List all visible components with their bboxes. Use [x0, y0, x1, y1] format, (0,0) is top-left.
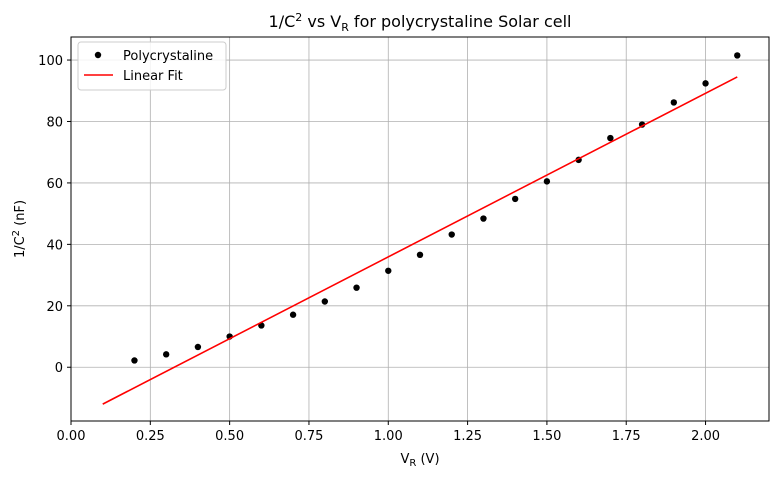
data-point [194, 343, 202, 351]
legend: Polycrystaline Linear Fit [77, 41, 227, 91]
y-tick-label: 40 [46, 238, 63, 253]
series-layer [102, 52, 741, 405]
data-point [289, 311, 297, 318]
legend-label-polycrystaline: Polycrystaline [123, 49, 213, 64]
x-axis-label: VR (V) [400, 452, 439, 469]
x-tick-label: 1.75 [612, 429, 641, 444]
y-tick-label: 80 [46, 115, 63, 130]
y-tick-label: 20 [46, 300, 63, 315]
y-tick-label: 60 [46, 177, 63, 192]
x-tick-label: 0.00 [57, 429, 86, 444]
y-tick-label: 0 [55, 361, 63, 376]
linear-fit-line [102, 76, 738, 405]
data-point [416, 251, 424, 259]
x-tick-label: 0.25 [136, 429, 165, 444]
legend-box [77, 41, 227, 91]
y-tick-label: 100 [38, 54, 63, 69]
data-point [702, 80, 709, 87]
x-tick-label: 1.00 [374, 429, 403, 444]
x-tick-label: 2.00 [691, 429, 720, 444]
data-point [353, 284, 360, 291]
plot-frame [70, 36, 770, 422]
data-point [321, 298, 329, 305]
data-point [131, 357, 138, 364]
ticks: 0.00 0.25 0.50 0.75 1.00 1.25 1.50 1.75 2.00 0 20 4… [38, 54, 720, 444]
data-point [607, 134, 614, 142]
legend-marker-polycrystaline [94, 51, 102, 59]
x-tick-label: 0.50 [215, 429, 244, 444]
x-tick-label: 0.75 [294, 429, 323, 444]
x-tick-label: 1.50 [532, 429, 561, 444]
y-axis-label: 1/C2 (nF) [11, 200, 28, 258]
data-point [162, 351, 170, 358]
grid [70, 37, 769, 421]
data-point [511, 195, 519, 203]
data-point [670, 99, 678, 106]
chart-title: 1/C2 vs VR for polycrystaline Solar cell [269, 11, 572, 34]
data-point [734, 52, 741, 59]
data-point [448, 231, 455, 238]
data-point [543, 178, 551, 185]
legend-label-linear-fit: Linear Fit [123, 69, 183, 84]
x-tick-label: 1.25 [453, 429, 482, 444]
data-point [480, 215, 487, 222]
data-point [385, 267, 392, 274]
